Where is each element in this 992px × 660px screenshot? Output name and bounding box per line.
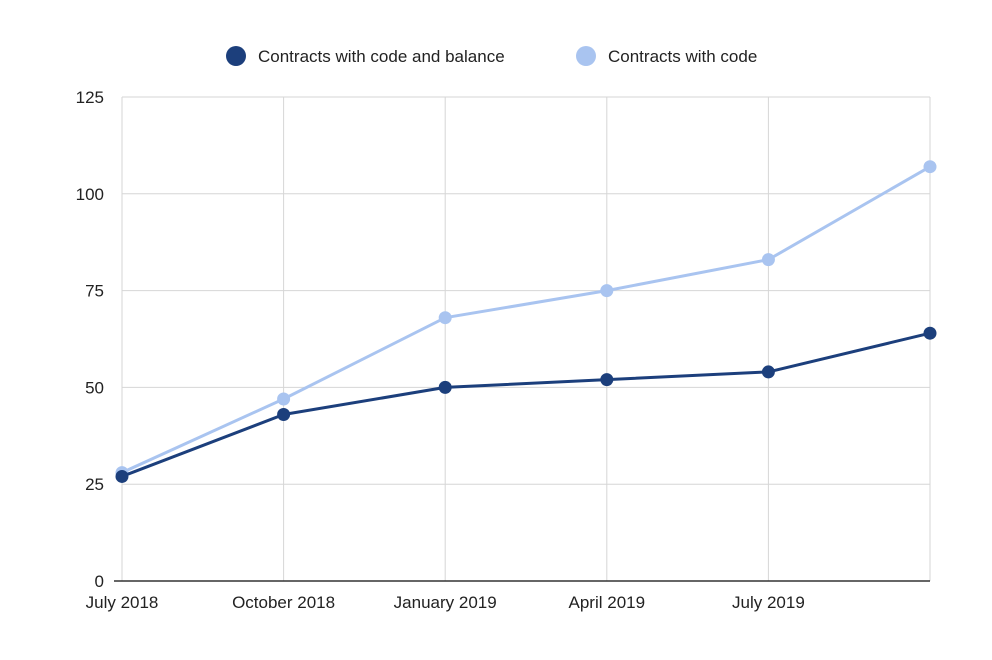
y-tick-label: 50 bbox=[85, 378, 104, 397]
data-point[interactable] bbox=[600, 373, 614, 387]
data-point[interactable] bbox=[923, 160, 937, 174]
x-tick-label: April 2019 bbox=[569, 593, 646, 612]
data-point[interactable] bbox=[438, 380, 452, 394]
data-point[interactable] bbox=[277, 392, 291, 406]
axis-layer: 0 25 50 75 100 125 July 2018 October 2018 Januar… bbox=[76, 88, 930, 612]
legend-swatch bbox=[576, 46, 596, 66]
x-tick-label: July 2018 bbox=[86, 593, 159, 612]
legend-label: Contracts with code bbox=[608, 47, 757, 66]
data-point[interactable] bbox=[600, 284, 614, 298]
x-tick-label: October 2018 bbox=[232, 593, 335, 612]
legend-item[interactable]: Contracts with code and balance bbox=[226, 46, 505, 66]
series-line bbox=[120, 165, 932, 475]
series-layer bbox=[115, 160, 937, 483]
series-code-and-balance bbox=[115, 326, 937, 483]
data-point[interactable] bbox=[438, 311, 452, 325]
legend[interactable]: Contracts with code and balance Contracts… bbox=[226, 46, 757, 66]
grid-layer bbox=[121, 96, 931, 581]
data-point[interactable] bbox=[761, 253, 775, 267]
y-tick-label: 75 bbox=[85, 282, 104, 301]
data-point[interactable] bbox=[923, 326, 937, 340]
series-code bbox=[115, 160, 937, 480]
data-point[interactable] bbox=[115, 469, 129, 483]
data-point[interactable] bbox=[761, 365, 775, 379]
x-tick-label: January 2019 bbox=[394, 593, 497, 612]
x-tick-label: July 2019 bbox=[732, 593, 805, 612]
y-tick-label: 0 bbox=[95, 572, 104, 591]
y-tick-label: 25 bbox=[85, 475, 104, 494]
y-tick-label: 125 bbox=[76, 88, 104, 107]
legend-swatch bbox=[226, 46, 246, 66]
legend-item[interactable]: Contracts with code bbox=[576, 46, 757, 66]
series-line bbox=[120, 331, 932, 478]
y-tick-label: 100 bbox=[76, 185, 104, 204]
legend-label: Contracts with code and balance bbox=[258, 47, 505, 66]
data-point[interactable] bbox=[277, 408, 291, 422]
